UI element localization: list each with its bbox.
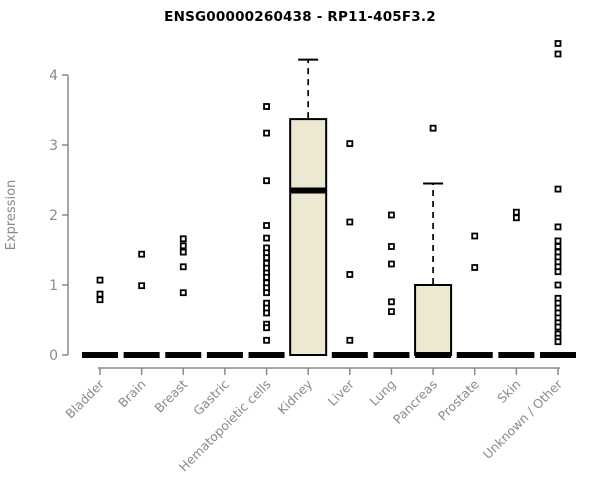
outlier-point <box>263 129 270 137</box>
outlier-point <box>554 237 562 245</box>
median-bar <box>123 352 160 358</box>
outlier-point <box>179 248 187 256</box>
median-bar <box>539 352 576 358</box>
outlier-point <box>138 282 146 290</box>
outlier-point <box>179 242 187 250</box>
outlier-point <box>263 324 270 332</box>
box <box>414 284 453 356</box>
outlier-point <box>179 289 187 297</box>
x-category-label: Lung <box>366 377 398 409</box>
y-tick-label: 3 <box>49 138 58 154</box>
median-bar <box>248 352 285 358</box>
box <box>289 118 328 356</box>
outlier-point <box>429 124 437 132</box>
outlier-point <box>554 185 562 193</box>
outlier-point <box>263 177 270 185</box>
outlier-point <box>263 309 270 317</box>
x-category-label: Skin <box>494 377 523 406</box>
outlier-point <box>388 298 395 306</box>
outlier-point <box>554 268 562 276</box>
outlier-point <box>554 323 562 331</box>
median-bar <box>456 352 493 358</box>
outlier-point <box>388 211 395 219</box>
median-bar <box>331 352 368 358</box>
y-tick-label: 1 <box>49 278 58 294</box>
chart-title: ENSG00000260438 - RP11-405F3.2 <box>164 9 436 25</box>
x-category-label: Bladder <box>62 376 107 421</box>
x-category-label: Prostate <box>435 376 482 423</box>
outlier-point <box>263 289 270 297</box>
outlier-point <box>346 218 354 226</box>
outlier-point <box>512 214 520 222</box>
median-bar <box>290 187 327 194</box>
x-category-label: Gastric <box>190 376 232 418</box>
x-category-label: Unknown / Other <box>480 376 566 462</box>
y-tick-label: 4 <box>49 68 58 84</box>
y-tick-label: 0 <box>49 348 58 364</box>
outlier-point <box>263 336 270 344</box>
outlier-point <box>179 235 187 243</box>
median-bar <box>415 352 452 358</box>
x-category-label: Breast <box>151 376 190 415</box>
outlier-point <box>346 271 354 278</box>
median-bar <box>373 352 410 358</box>
outlier-point <box>96 290 104 298</box>
y-tick-label: 2 <box>49 208 58 224</box>
outlier-point <box>554 50 562 58</box>
outlier-point <box>388 308 395 316</box>
outlier-point <box>96 276 104 284</box>
median-bar <box>165 352 202 358</box>
outlier-point <box>263 222 270 229</box>
outlier-point <box>471 232 479 240</box>
outlier-point <box>138 250 146 258</box>
x-category-label: Kidney <box>275 376 316 417</box>
outlier-point <box>554 223 562 231</box>
outlier-point <box>263 254 270 262</box>
outlier-point <box>263 234 270 242</box>
y-axis-title: Expression <box>4 180 19 251</box>
outlier-point <box>388 260 395 268</box>
x-category-label: Pancreas <box>390 377 440 427</box>
outlier-point <box>554 281 562 289</box>
outlier-point <box>471 264 479 271</box>
x-category-label: Brain <box>115 377 149 411</box>
median-bar <box>498 352 535 358</box>
median-bar <box>82 352 118 358</box>
outlier-point <box>388 243 395 250</box>
outlier-point <box>96 296 104 304</box>
median-bar <box>206 352 243 358</box>
outlier-point <box>346 140 354 148</box>
outlier-point <box>346 336 354 344</box>
outlier-point <box>554 40 562 47</box>
outlier-point <box>263 103 270 110</box>
outlier-point <box>554 338 562 346</box>
outlier-point <box>179 263 187 271</box>
x-category-label: Liver <box>325 376 358 409</box>
outlier-point <box>512 208 520 216</box>
outlier-point <box>263 273 270 281</box>
outlier-point <box>554 243 562 250</box>
